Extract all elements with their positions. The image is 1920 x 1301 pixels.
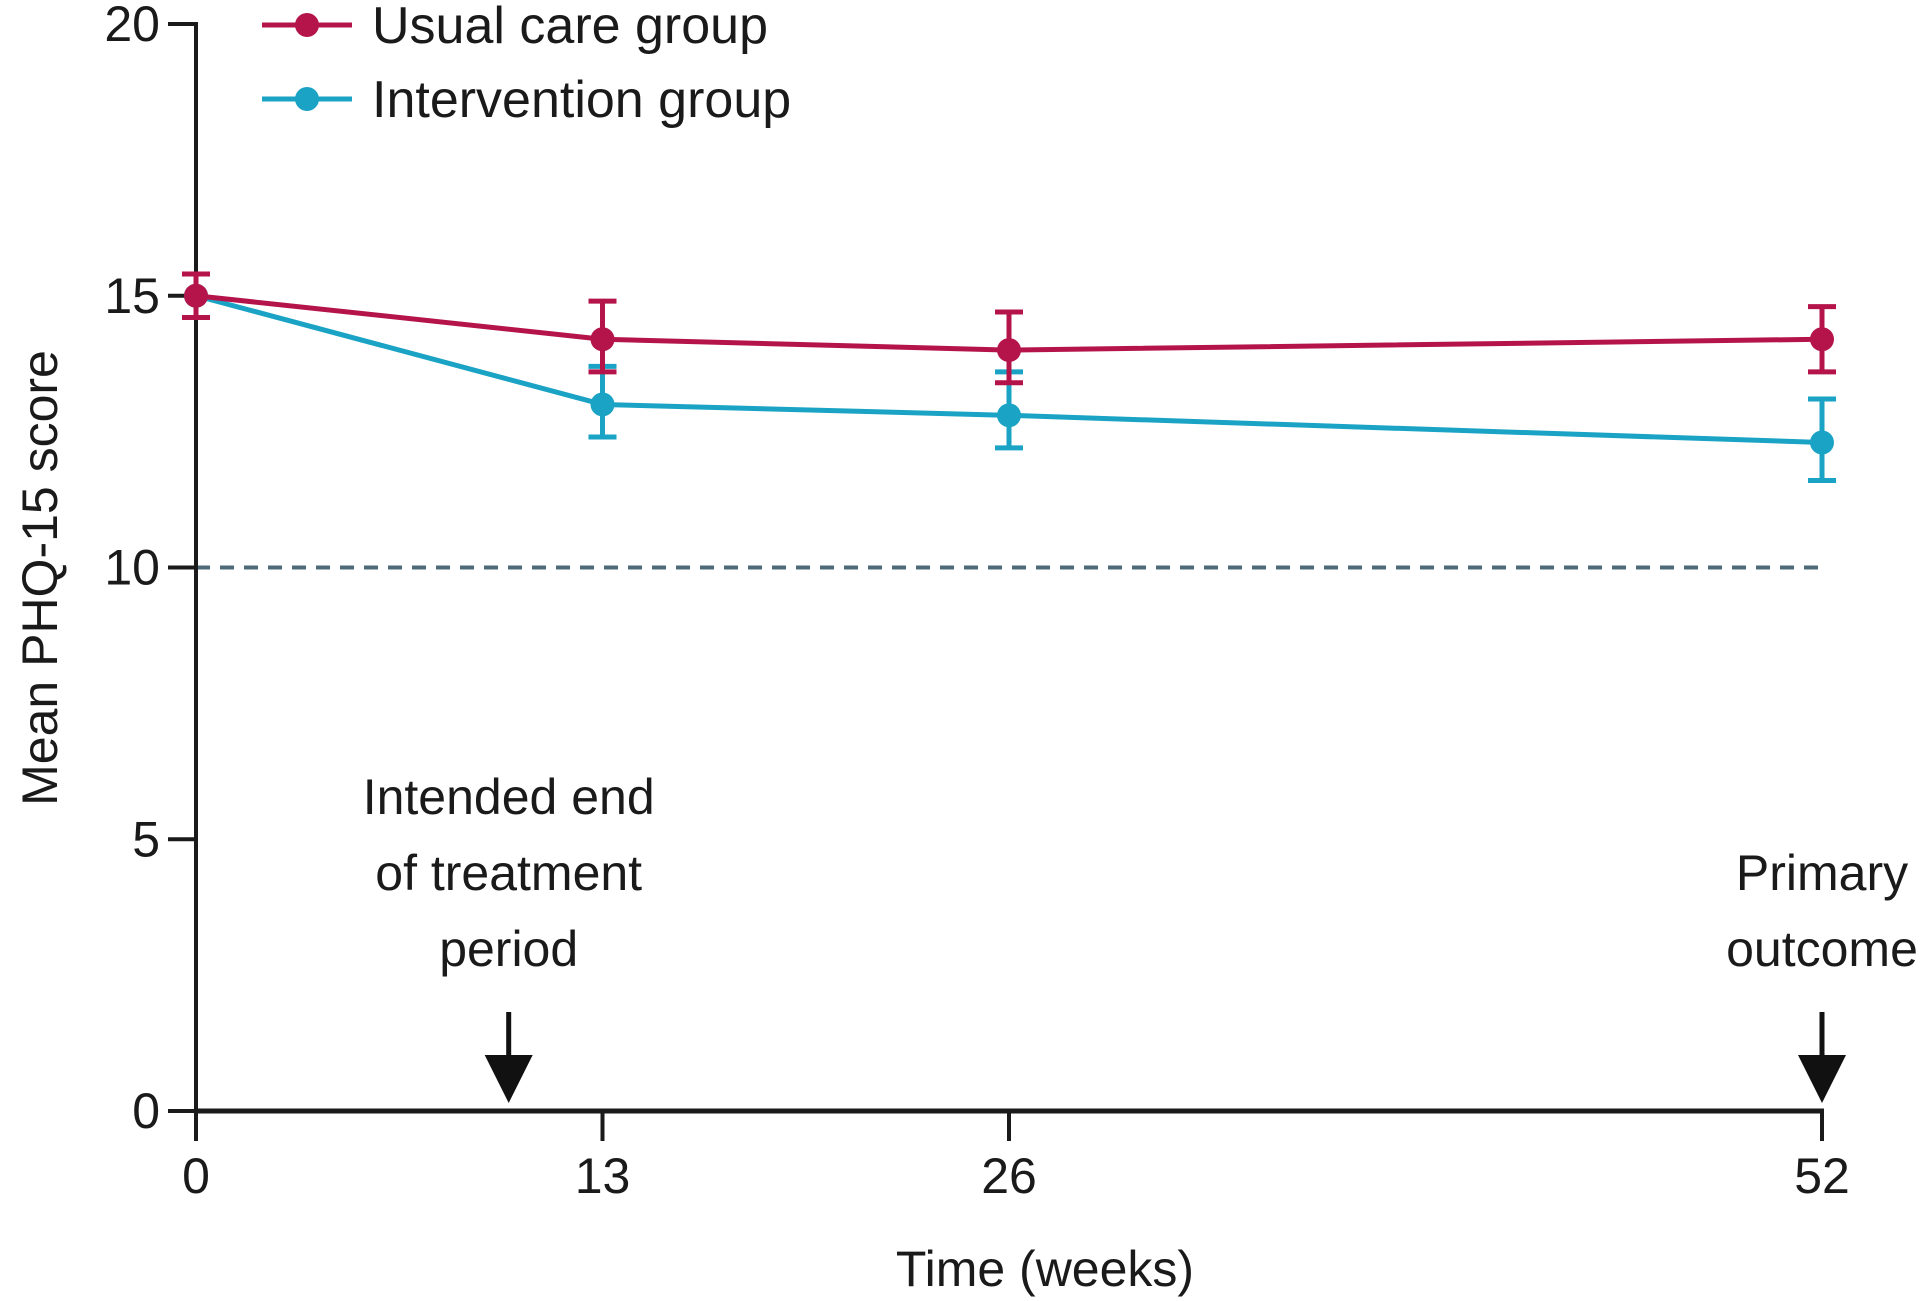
annotation-text: Intended end <box>363 769 655 825</box>
y-tick-label: 0 <box>132 1083 160 1139</box>
data-point-usual-care-group <box>1810 327 1834 352</box>
data-point-intervention-group <box>997 403 1021 428</box>
legend-marker <box>295 13 319 37</box>
legend: Usual care group Intervention group <box>262 0 791 129</box>
annotation-text: period <box>439 921 578 977</box>
series-group <box>182 271 1836 484</box>
data-point-usual-care-group <box>590 327 615 352</box>
y-tick-label: 20 <box>104 0 160 52</box>
annotation-text: outcome <box>1726 921 1918 977</box>
x-tick-label: 52 <box>1794 1148 1850 1204</box>
x-tick-label: 0 <box>182 1148 210 1204</box>
y-axis-title: Mean PHQ-15 score <box>12 350 68 806</box>
x-axis-title: Time (weeks) <box>896 1241 1194 1297</box>
data-point-usual-care-group <box>184 283 208 308</box>
data-point-intervention-group <box>590 392 615 417</box>
annotation-text: of treatment <box>375 845 642 901</box>
data-point-usual-care-group <box>997 338 1021 363</box>
series-line-usual-care-group <box>195 293 1823 353</box>
x-tick-label: 26 <box>981 1148 1037 1204</box>
y-tick-label: 10 <box>104 540 160 596</box>
annotation-text: Primary <box>1736 845 1908 901</box>
down-arrow-icon <box>484 1055 533 1103</box>
x-tick-label: 13 <box>575 1148 631 1204</box>
y-tick-label: 15 <box>104 268 160 324</box>
axes-group: 0 5 10 15 20 0 13 26 52 Time (weeks) Mean PHQ-15 s… <box>12 0 1850 1297</box>
annotations-group: Intended end of treatment period Primary out… <box>363 769 1918 1103</box>
legend-label: Usual care group <box>372 0 768 55</box>
data-point-intervention-group <box>1810 430 1834 455</box>
down-arrow-icon <box>1798 1055 1846 1103</box>
legend-label: Intervention group <box>372 71 791 129</box>
series-line-intervention-group <box>195 293 1823 445</box>
legend-marker <box>295 87 319 111</box>
y-tick-label: 5 <box>132 811 160 867</box>
